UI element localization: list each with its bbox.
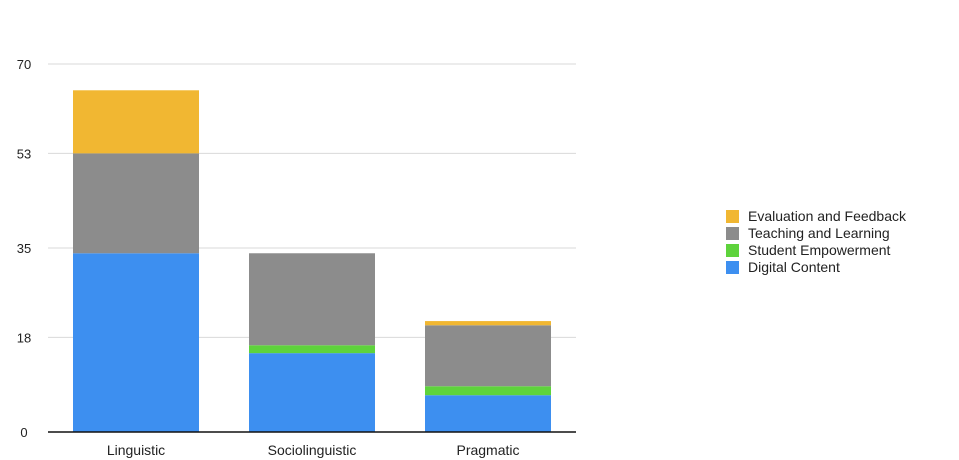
legend-item-label: Digital Content bbox=[748, 259, 840, 275]
bar-segment-pragmatic-student-empowerment bbox=[425, 386, 551, 396]
y-tick-label: 0 bbox=[20, 425, 27, 440]
legend-swatch bbox=[726, 210, 739, 223]
y-tick-label: 18 bbox=[17, 330, 31, 345]
bar-segment-sociolinguistic-digital-content bbox=[249, 353, 375, 432]
bar-segment-linguistic-evaluation-and-feedback bbox=[73, 90, 199, 154]
y-tick-label: 35 bbox=[17, 241, 31, 256]
legend-item-label: Teaching and Learning bbox=[748, 225, 890, 241]
bar-segment-linguistic-digital-content bbox=[73, 253, 199, 432]
bar-segment-sociolinguistic-teaching-and-learning bbox=[249, 253, 375, 346]
legend-swatch bbox=[726, 227, 739, 240]
y-tick-label: 53 bbox=[17, 146, 31, 161]
legend-item-label: Evaluation and Feedback bbox=[748, 208, 907, 224]
x-axis-labels: Linguistic Sociolinguistic Pragmatic bbox=[107, 442, 520, 458]
legend-item-label: Student Empowerment bbox=[748, 242, 891, 258]
bar-segment-pragmatic-teaching-and-learning bbox=[425, 325, 551, 387]
bar-segment-sociolinguistic-student-empowerment bbox=[249, 345, 375, 354]
bars bbox=[73, 90, 551, 432]
bar-segment-pragmatic-digital-content bbox=[425, 395, 551, 432]
y-axis-ticks: 0 18 35 53 70 bbox=[17, 57, 31, 440]
bar-segment-linguistic-teaching-and-learning bbox=[73, 153, 199, 254]
x-category-label: Sociolinguistic bbox=[268, 442, 357, 458]
x-category-label: Pragmatic bbox=[456, 442, 519, 458]
x-category-label: Linguistic bbox=[107, 442, 165, 458]
bar-segment-pragmatic-evaluation-and-feedback bbox=[425, 321, 551, 326]
legend-swatch bbox=[726, 261, 739, 274]
y-tick-label: 70 bbox=[17, 57, 31, 72]
legend-swatch bbox=[726, 244, 739, 257]
